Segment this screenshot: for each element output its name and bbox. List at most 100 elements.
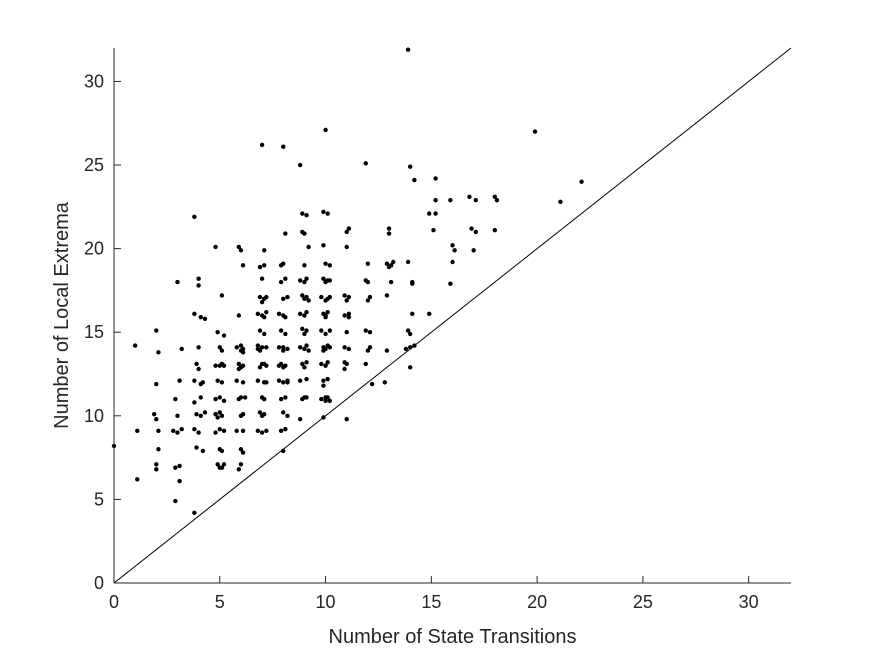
data-point (344, 244, 349, 250)
data-point (196, 366, 201, 372)
data-point (321, 383, 326, 388)
data-point (302, 279, 307, 285)
x-tick-label: 10 (316, 592, 336, 612)
reference-line-group (113, 47, 792, 584)
data-point (281, 365, 286, 370)
data-point (281, 348, 286, 353)
data-point (367, 345, 373, 350)
data-point (300, 396, 305, 402)
data-point (405, 47, 411, 52)
data-point (319, 396, 324, 402)
data-point (494, 197, 500, 203)
data-point (283, 395, 288, 400)
data-point (342, 293, 347, 298)
data-point (257, 365, 263, 370)
data-point (283, 426, 288, 432)
reference-line (113, 47, 792, 584)
data-point (175, 430, 180, 435)
data-point (346, 226, 352, 231)
data-point (194, 445, 199, 450)
data-point (221, 333, 227, 338)
data-point (306, 244, 311, 250)
data-point (156, 428, 161, 434)
data-point (213, 411, 218, 417)
data-point (304, 212, 309, 218)
data-point (278, 428, 284, 434)
x-axis-title: Number of State Transitions (329, 626, 577, 648)
data-point (304, 276, 309, 281)
data-point (342, 366, 347, 372)
data-point (302, 263, 307, 268)
data-point (386, 231, 392, 236)
data-point (427, 311, 432, 317)
data-point (386, 264, 392, 270)
data-point (427, 211, 432, 216)
data-point (196, 345, 201, 350)
data-point (179, 346, 184, 352)
data-point (283, 331, 288, 337)
y-tick-label: 30 (84, 71, 104, 91)
data-point (388, 279, 394, 285)
data-point (257, 264, 263, 270)
data-point (431, 228, 436, 233)
data-point (473, 197, 478, 203)
data-point (407, 345, 413, 350)
data-point (391, 259, 396, 265)
data-point (213, 244, 218, 250)
data-point (236, 361, 242, 367)
data-point (259, 142, 265, 148)
data-point (323, 363, 328, 368)
data-point (558, 199, 563, 205)
data-point (192, 400, 197, 405)
data-point (259, 430, 265, 435)
data-point (327, 278, 332, 283)
data-point (196, 283, 201, 288)
data-point (213, 363, 218, 368)
data-point (304, 309, 309, 315)
data-point (344, 298, 349, 303)
data-point (173, 498, 178, 504)
data-point (259, 276, 265, 281)
data-point (363, 328, 368, 333)
data-point (297, 416, 303, 422)
data-point (215, 378, 220, 383)
data-point (154, 416, 159, 422)
data-point (300, 361, 305, 367)
data-point (281, 296, 286, 301)
data-point (306, 298, 311, 303)
data-point (283, 231, 288, 236)
data-point (365, 348, 371, 353)
data-points (111, 47, 584, 515)
data-point (325, 309, 330, 315)
data-point (306, 348, 311, 353)
data-point (325, 360, 330, 365)
data-point (177, 478, 182, 484)
data-point (202, 410, 208, 415)
data-point (304, 343, 309, 348)
data-point (325, 211, 330, 216)
data-point (363, 361, 368, 367)
data-point (219, 380, 225, 385)
data-point (217, 410, 222, 415)
y-tick-label: 10 (84, 406, 104, 426)
data-point (471, 248, 476, 253)
data-point (173, 465, 178, 470)
data-point (297, 162, 303, 168)
data-point (192, 426, 197, 432)
data-point (213, 430, 218, 435)
data-point (297, 378, 303, 383)
data-point (492, 194, 498, 199)
data-point (452, 248, 457, 253)
data-point (382, 380, 387, 385)
y-tick-label: 15 (84, 322, 104, 342)
data-point (240, 350, 246, 355)
data-point (200, 448, 206, 454)
data-point (283, 314, 288, 320)
data-point (276, 311, 282, 317)
data-point (215, 415, 220, 420)
y-tick-label: 0 (94, 573, 104, 593)
data-point (194, 361, 199, 367)
data-point (259, 413, 265, 419)
data-point (327, 398, 332, 403)
data-point (255, 428, 261, 434)
